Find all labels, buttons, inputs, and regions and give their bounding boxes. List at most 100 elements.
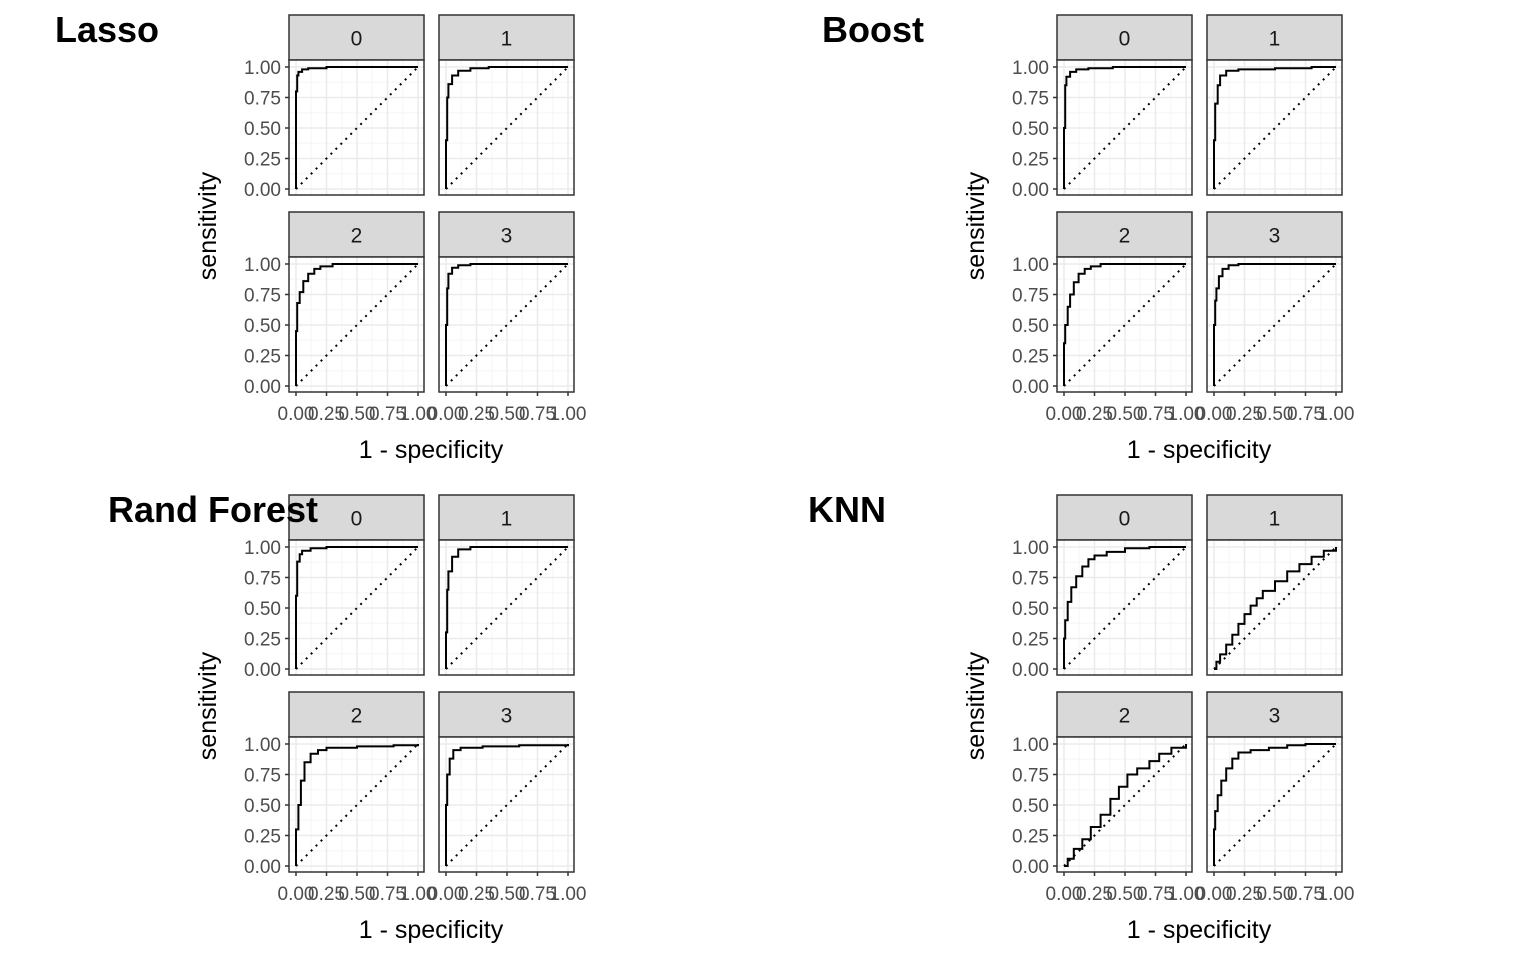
facet-strip-label: 2 bbox=[351, 705, 363, 728]
roc-curve bbox=[445, 263, 568, 386]
facet-strip-label: 2 bbox=[351, 225, 363, 248]
y-tick-label: 0.25 bbox=[244, 827, 281, 848]
y-tick-label: 0.25 bbox=[1012, 827, 1049, 848]
facet-strip-label: 1 bbox=[501, 28, 513, 51]
roc-curve bbox=[295, 263, 418, 386]
y-tick-label: 0.25 bbox=[1012, 150, 1049, 171]
y-tick-label: 0.25 bbox=[1012, 630, 1049, 651]
y-tick-label: 1.00 bbox=[1012, 255, 1049, 276]
y-tick-label: 0.75 bbox=[244, 286, 281, 307]
x-tick-label: 0.75 bbox=[519, 884, 556, 905]
diagonal-reference-line bbox=[1063, 743, 1187, 867]
diagonal-reference-line bbox=[1213, 743, 1337, 867]
panel-title-knn: KNN bbox=[808, 489, 886, 530]
roc-curve bbox=[445, 744, 569, 866]
y-axis-title: sensitivity bbox=[962, 171, 990, 280]
x-tick-label: 0.75 bbox=[1137, 884, 1174, 905]
facet-1: 1 bbox=[438, 14, 575, 196]
y-tick-label: 0.50 bbox=[1012, 119, 1049, 140]
x-tick-label: 1.00 bbox=[1168, 404, 1205, 425]
facet-strip bbox=[1056, 691, 1193, 738]
y-tick-label: 0.00 bbox=[1012, 857, 1049, 878]
facet-strip bbox=[1056, 14, 1193, 61]
facet-strip-label: 3 bbox=[1269, 225, 1281, 248]
x-tick-label: 0.50 bbox=[1257, 404, 1294, 425]
x-tick-label: 0.75 bbox=[1287, 404, 1324, 425]
y-tick-label: 1.00 bbox=[244, 58, 281, 79]
roc-curve bbox=[1214, 547, 1337, 670]
x-tick-label: 1.00 bbox=[400, 884, 437, 905]
x-tick-label: 0.25 bbox=[1226, 884, 1263, 905]
facet-strip-label: 0 bbox=[351, 508, 363, 531]
x-tick-label: 0.75 bbox=[369, 884, 406, 905]
x-tick-label: 0.00 bbox=[1196, 404, 1233, 425]
x-tick-label: 0.75 bbox=[519, 404, 556, 425]
x-tick-label: 0.75 bbox=[369, 404, 406, 425]
x-tick-label: 1.00 bbox=[1318, 884, 1355, 905]
roc-curve bbox=[295, 66, 418, 189]
roc-curve bbox=[1213, 66, 1336, 189]
facet-strip-label: 1 bbox=[501, 508, 513, 531]
facet-1: 1 bbox=[438, 494, 575, 676]
facet-2: 20.000.250.500.751.000.000.250.500.751.0… bbox=[1012, 691, 1204, 905]
x-tick-label: 0.25 bbox=[458, 884, 495, 905]
x-tick-label: 0.00 bbox=[428, 884, 465, 905]
diagonal-reference-line bbox=[1213, 263, 1337, 387]
diagonal-reference-line bbox=[445, 546, 569, 670]
facet-0: 0 0.00 0.25 0.50 0.75 1.00 bbox=[244, 494, 425, 681]
y-tick-label: 1.00 bbox=[1012, 538, 1049, 559]
roc-curve bbox=[1064, 744, 1187, 867]
facet-strip bbox=[1056, 211, 1193, 258]
facet-border bbox=[1206, 59, 1343, 196]
diagonal-reference-line bbox=[1213, 66, 1337, 190]
roc-curve bbox=[295, 546, 418, 669]
y-tick-label: 0.25 bbox=[244, 630, 281, 651]
facet-strip-label: 3 bbox=[1269, 705, 1281, 728]
x-axis-title: 1 - specificity bbox=[359, 436, 504, 464]
x-tick-label: 0.50 bbox=[1107, 404, 1144, 425]
y-tick-label: 0.00 bbox=[244, 377, 281, 398]
facet-3: 3 0.000.250.500.751.00 bbox=[428, 691, 586, 905]
panel-title-rand-forest: Rand Forest bbox=[108, 489, 319, 530]
x-axis-title: 1 - specificity bbox=[359, 916, 504, 944]
y-tick-label: 0.00 bbox=[244, 180, 281, 201]
y-tick-label: 0.50 bbox=[244, 796, 281, 817]
y-axis-title: sensitivity bbox=[962, 651, 990, 760]
x-tick-label: 0.50 bbox=[1257, 884, 1294, 905]
facet-strip-label: 0 bbox=[1119, 28, 1131, 51]
facet-3: 3 0.000.250.500.751.00 bbox=[1196, 691, 1355, 905]
panel-boost: 00.000.250.500.751.00120.000.250.500.751… bbox=[962, 14, 1354, 464]
x-axis-title: 1 - specificity bbox=[1127, 916, 1272, 944]
facet-strip-label: 3 bbox=[501, 225, 513, 248]
x-tick-label: 0.75 bbox=[1137, 404, 1174, 425]
facet-strip-label: 3 bbox=[501, 705, 513, 728]
facet-border bbox=[438, 59, 575, 196]
y-tick-label: 0.25 bbox=[244, 347, 281, 368]
panel-title-lasso: Lasso bbox=[55, 9, 160, 50]
roc-curve bbox=[1213, 263, 1336, 386]
x-tick-label: 0.25 bbox=[1076, 884, 1113, 905]
diagonal-reference-line bbox=[445, 263, 569, 387]
panel-title-boost: Boost bbox=[822, 9, 924, 50]
y-tick-label: 1.00 bbox=[244, 255, 281, 276]
roc-curve bbox=[1063, 263, 1186, 386]
diagonal-reference-line bbox=[295, 546, 419, 670]
roc-curve bbox=[445, 546, 568, 669]
panel-lasso: 00.000.250.500.751.00120.000.250.500.751… bbox=[194, 14, 586, 464]
y-tick-label: 1.00 bbox=[244, 538, 281, 559]
diagonal-reference-line bbox=[1063, 263, 1187, 387]
facet-strip bbox=[1056, 494, 1193, 541]
x-tick-label: 0.50 bbox=[339, 884, 376, 905]
y-tick-label: 0.75 bbox=[244, 766, 281, 787]
panel-knn: 00.000.250.500.751.00120.000.250.500.751… bbox=[962, 494, 1355, 944]
facet-border bbox=[438, 539, 575, 676]
diagonal-reference-line bbox=[295, 66, 419, 190]
facet-strip bbox=[288, 494, 425, 541]
diagonal-reference-line bbox=[295, 743, 419, 867]
roc-curve bbox=[445, 66, 568, 189]
y-axis-title: sensitivity bbox=[194, 171, 222, 280]
x-tick-label: 0.00 bbox=[278, 404, 315, 425]
y-tick-label: 0.50 bbox=[244, 316, 281, 337]
facet-strip bbox=[1206, 211, 1343, 258]
